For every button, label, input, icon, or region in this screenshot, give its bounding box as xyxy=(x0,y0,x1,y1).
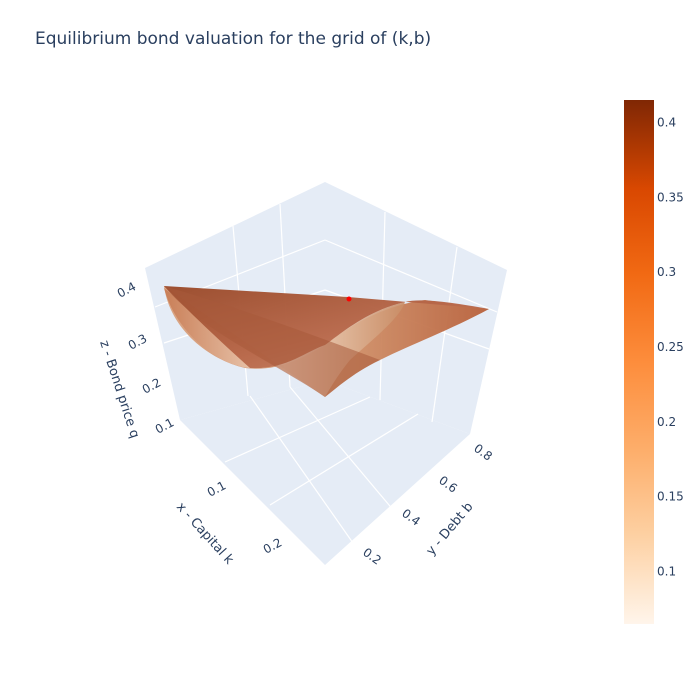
surface-patch-trough xyxy=(164,288,405,397)
surface-patch-diagonal xyxy=(164,286,380,397)
colorbar-tick-label: 0.2 xyxy=(657,415,676,429)
colorbar: 0.1 0.15 0.2 0.25 0.3 0.35 0.4 xyxy=(624,100,684,624)
colorbar-tick-label: 0.1 xyxy=(657,565,676,579)
colorbar-tick-label: 0.35 xyxy=(657,190,684,204)
surface-patch-front xyxy=(164,286,489,397)
z-tick-label: 0.1 xyxy=(153,415,176,436)
y-tick-label: 0.8 xyxy=(471,441,495,464)
x-axis-title: x - Capital k xyxy=(173,500,237,568)
z-tick-label: 0.3 xyxy=(126,331,149,352)
colorbar-tick-label: 0.15 xyxy=(657,490,684,504)
x-tick-label: 0.2 xyxy=(261,535,284,556)
colorbar-ticks: 0.1 0.15 0.2 0.25 0.3 0.35 0.4 xyxy=(657,116,684,579)
x-tick-label: 0.1 xyxy=(205,478,228,499)
colorbar-gradient xyxy=(624,100,654,624)
colorbar-tick-label: 0.3 xyxy=(657,265,676,279)
y-tick-label: 0.2 xyxy=(360,545,384,568)
y-axis-title: y - Debt b xyxy=(424,500,477,559)
y-tick-label: 0.4 xyxy=(399,506,423,529)
surface[interactable] xyxy=(164,286,489,397)
chart-title: Equilibrium bond valuation for the grid … xyxy=(35,29,432,49)
y-tick-label: 0.6 xyxy=(436,473,460,496)
colorbar-tick-label: 0.25 xyxy=(657,340,684,354)
z-tick-label: 0.2 xyxy=(140,375,163,396)
z-axis-title: z - Bond price q xyxy=(96,339,142,441)
z-tick-label: 0.4 xyxy=(115,279,138,300)
colorbar-tick-label: 0.4 xyxy=(657,116,676,130)
data-marker[interactable] xyxy=(346,296,352,302)
